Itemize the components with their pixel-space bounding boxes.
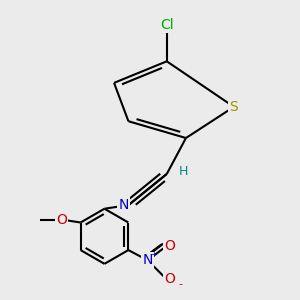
Text: -: - <box>178 279 182 289</box>
Text: O: O <box>56 212 67 226</box>
Text: Cl: Cl <box>160 18 174 32</box>
Text: N: N <box>142 253 153 267</box>
Text: N: N <box>118 198 129 212</box>
Text: S: S <box>230 100 238 114</box>
Text: O: O <box>164 272 175 286</box>
Text: +: + <box>150 250 157 260</box>
Text: O: O <box>164 239 175 253</box>
Text: H: H <box>179 165 188 178</box>
